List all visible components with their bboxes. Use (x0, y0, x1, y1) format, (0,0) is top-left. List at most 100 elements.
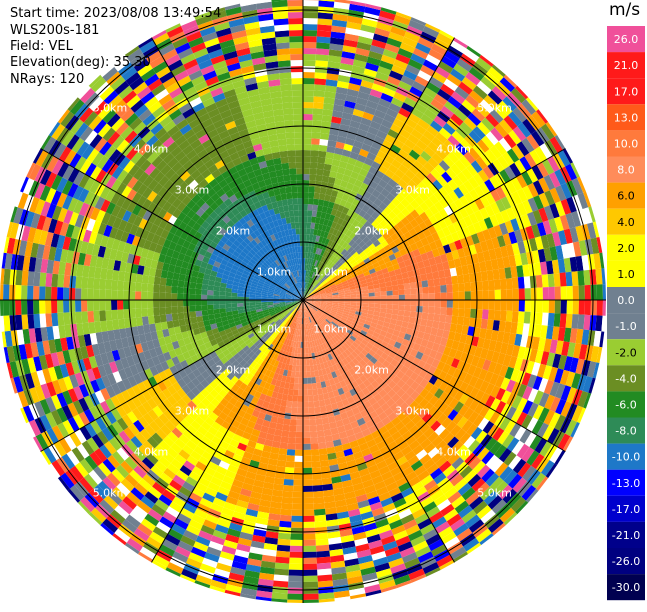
velocity-gate (489, 300, 495, 310)
velocity-gate (283, 419, 290, 426)
velocity-gate (318, 12, 333, 19)
velocity-gate (375, 300, 381, 304)
velocity-gate (560, 272, 567, 286)
velocity-gate (303, 120, 312, 126)
velocity-gate (447, 300, 453, 308)
velocity-gate (225, 304, 231, 308)
velocity-gate (453, 300, 459, 308)
velocity-gate (297, 402, 303, 408)
velocity-gate (231, 293, 237, 297)
velocity-gate (303, 102, 313, 108)
velocity-gate (506, 278, 513, 289)
velocity-gate (530, 276, 537, 289)
velocity-gate (363, 303, 369, 307)
velocity-gate (317, 18, 332, 25)
velocity-gate (33, 272, 40, 286)
velocity-gate (399, 305, 405, 311)
velocity-gate (315, 521, 327, 528)
velocity-gate (507, 289, 513, 300)
velocity-gate (595, 269, 602, 285)
velocity-gate (69, 276, 76, 289)
velocity-gate (285, 461, 294, 468)
velocity-gate (93, 278, 100, 289)
velocity-gate (237, 297, 243, 301)
velocity-gate (303, 444, 311, 450)
velocity-gate (51, 313, 58, 326)
velocity-gate (147, 300, 153, 308)
velocity-gate (293, 480, 303, 486)
velocity-gate (201, 295, 207, 300)
velocity-gate (319, 139, 328, 146)
velocity-gate (411, 300, 417, 306)
velocity-gate (314, 90, 325, 97)
velocity-gate (289, 425, 296, 432)
velocity-gate (417, 294, 423, 300)
velocity-gate (279, 406, 286, 413)
velocity-gate (518, 311, 525, 323)
velocity-gate (165, 293, 171, 300)
velocity-gate (297, 414, 303, 420)
velocity-gate (81, 300, 87, 312)
velocity-gate (303, 90, 314, 96)
velocity-gate (81, 277, 88, 289)
velocity-gate (33, 286, 39, 300)
velocity-gate (291, 522, 303, 528)
velocity-gate (375, 304, 381, 308)
velocity-gate (316, 175, 323, 182)
velocity-gate (33, 314, 40, 328)
velocity-gate (295, 372, 299, 378)
velocity-gate (303, 198, 308, 204)
velocity-gate (483, 300, 489, 310)
velocity-gate (363, 300, 369, 304)
velocity-gate (303, 516, 315, 522)
velocity-gate (393, 300, 399, 305)
velocity-gate (117, 281, 124, 291)
velocity-gate (307, 210, 312, 216)
velocity-gate (312, 205, 318, 212)
velocity-gate (317, 430, 325, 437)
velocity-gate (111, 310, 118, 320)
velocity-gate (313, 199, 319, 206)
velocity-gate (167, 271, 174, 279)
velocity-gate (303, 588, 318, 594)
velocity-gate (219, 304, 225, 309)
velocity-gate (179, 319, 186, 326)
velocity-gate (493, 269, 500, 280)
velocity-gate (415, 318, 422, 325)
velocity-gate (57, 274, 64, 287)
velocity-gate (27, 300, 33, 314)
velocity-gate (536, 275, 543, 288)
velocity-gate (320, 187, 327, 194)
velocity-gate (312, 389, 318, 396)
velocity-gate (317, 563, 331, 570)
velocity-gate (303, 0, 319, 6)
velocity-gate (311, 443, 319, 450)
velocity-gate (153, 284, 160, 292)
velocity-gate (298, 396, 303, 402)
velocity-gate (303, 450, 311, 456)
velocity-gate (303, 552, 317, 558)
velocity-gate (318, 586, 334, 593)
velocity-gate (310, 162, 318, 169)
velocity-gate (51, 274, 58, 287)
velocity-gate (579, 285, 585, 300)
velocity-gate (63, 275, 70, 288)
velocity-gate (177, 287, 184, 294)
velocity-gate (294, 462, 303, 468)
velocity-gate (310, 425, 317, 432)
velocity-gate (363, 293, 369, 297)
velocity-gate (392, 309, 399, 315)
velocity-gate (303, 600, 319, 603)
velocity-gate (309, 180, 316, 186)
velocity-gate (303, 108, 313, 114)
velocity-gate (463, 274, 470, 283)
velocity-gate (202, 310, 209, 316)
velocity-gate (99, 310, 106, 321)
velocity-gate (316, 545, 329, 552)
velocity-gate (303, 66, 315, 72)
velocity-gate (303, 540, 316, 546)
velocity-gate (375, 292, 381, 296)
velocity-gate (415, 275, 422, 282)
velocity-gate (283, 485, 293, 492)
velocity-gate (432, 271, 439, 279)
